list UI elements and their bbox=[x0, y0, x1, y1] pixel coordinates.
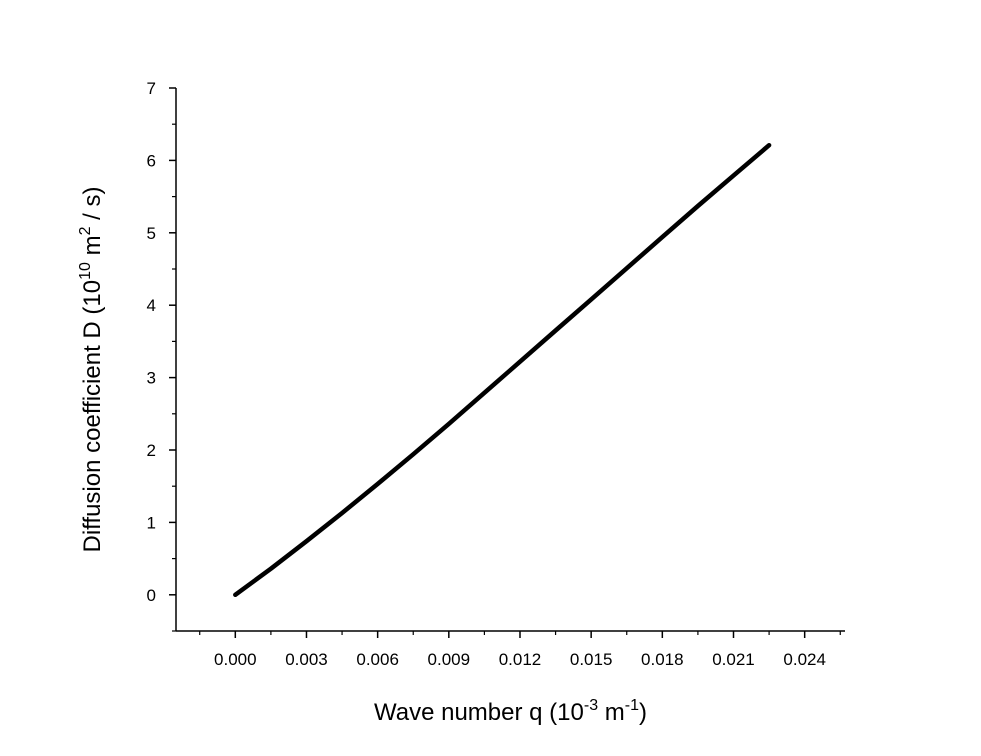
y-tick-label: 6 bbox=[147, 151, 156, 170]
y-tick-label: 7 bbox=[147, 79, 156, 98]
x-axis-title-middle: m bbox=[598, 699, 625, 726]
y-axis-title-exp1: 10 bbox=[77, 262, 94, 280]
x-tick-label: 0.009 bbox=[428, 650, 471, 669]
x-axis-ticks: 0.000 0.003 0.006 0.009 0.012 0.015 0.018 0.021… bbox=[199, 631, 841, 669]
y-tick-label: 5 bbox=[147, 224, 156, 243]
y-tick-label: 1 bbox=[147, 513, 156, 532]
series-layer bbox=[233, 142, 772, 598]
x-axis-title-suffix: ) bbox=[639, 699, 647, 726]
x-tick-label: 0.021 bbox=[712, 650, 755, 669]
y-axis-ticks: 0 1 2 3 4 5 6 7 bbox=[147, 79, 176, 632]
x-tick-label: 0.015 bbox=[570, 650, 613, 669]
y-axis-title-middle: m bbox=[79, 235, 106, 262]
x-tick-label: 0.012 bbox=[499, 650, 542, 669]
y-axis-title-exp2: 2 bbox=[77, 226, 94, 235]
x-tick-label: 0.006 bbox=[356, 650, 399, 669]
x-axis-title-prefix: Wave number q (10 bbox=[374, 699, 584, 726]
x-axis-title: Wave number q (10-3 m-1) bbox=[374, 697, 647, 726]
y-axis-title-suffix: / s) bbox=[79, 187, 106, 227]
series-line bbox=[233, 142, 772, 598]
y-tick-label: 3 bbox=[147, 369, 156, 388]
y-tick-label: 0 bbox=[147, 586, 156, 605]
x-tick-label: 0.024 bbox=[783, 650, 826, 669]
y-axis-title: Diffusion coefficient D (1010 m2 / s) bbox=[77, 187, 106, 553]
x-tick-label: 0.018 bbox=[641, 650, 684, 669]
x-axis-title-exp1: -3 bbox=[584, 697, 598, 714]
x-axis-title-exp2: -1 bbox=[625, 697, 639, 714]
x-tick-label: 0.003 bbox=[285, 650, 328, 669]
y-axis-title-prefix: Diffusion coefficient D (10 bbox=[79, 280, 106, 553]
plot-axes bbox=[175, 88, 845, 632]
y-tick-label: 4 bbox=[147, 296, 156, 315]
x-tick-label: 0.000 bbox=[214, 650, 257, 669]
y-tick-label: 2 bbox=[147, 441, 156, 460]
